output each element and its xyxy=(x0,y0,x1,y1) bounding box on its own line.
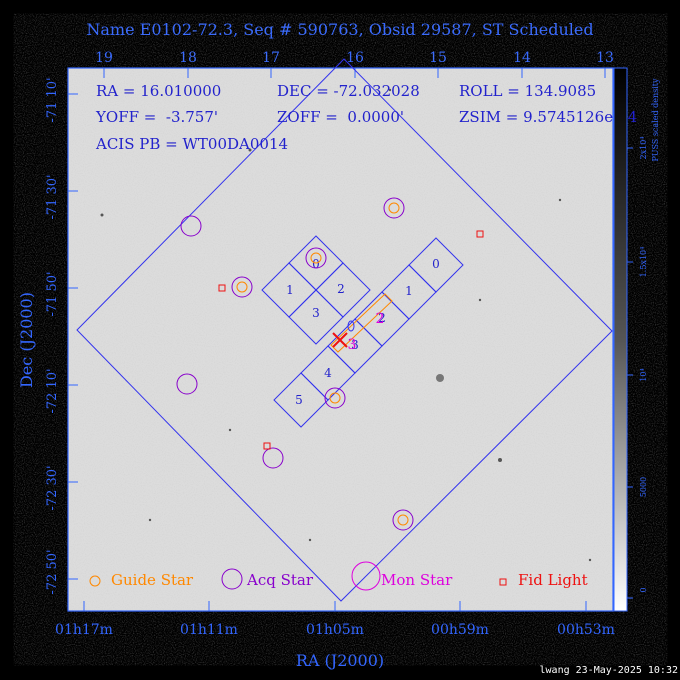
acq-star xyxy=(231,276,253,298)
chip-label: 5 xyxy=(295,393,303,407)
bottom-tick-label: 01h17m xyxy=(55,622,113,638)
footer-stamp: lwang 23-May-2025 10:32 xyxy=(540,665,678,676)
colorbar-tick-label: 5000 xyxy=(639,477,648,497)
top-tick-label: 13 xyxy=(596,50,614,66)
colorbar-tick-label: 10⁴ xyxy=(639,368,648,381)
legend-mon-symbol xyxy=(351,561,381,591)
acq-star xyxy=(262,447,284,469)
colorbar-tick-label: 0 xyxy=(639,587,648,592)
legend-acq-symbol xyxy=(221,568,243,590)
left-tick-label: -71 50' xyxy=(45,271,60,316)
legend-acq-label: Acq Star xyxy=(246,571,314,589)
info-acis: ACIS PB = WT00DA0014 xyxy=(95,135,288,153)
acq-stars xyxy=(176,197,414,531)
fid-light xyxy=(263,442,271,450)
info-zsim: ZSIM = 9.5745126e-04 xyxy=(459,108,637,126)
guide-star xyxy=(388,202,400,214)
acq-star xyxy=(324,387,346,409)
y-axis-label: Dec (J2000) xyxy=(17,292,36,388)
top-tick-label: 14 xyxy=(513,50,531,66)
chip-label: 0 xyxy=(432,257,440,271)
top-tick-label: 18 xyxy=(179,50,197,66)
top-tick-label: 16 xyxy=(346,50,364,66)
chip-label: 2 xyxy=(337,282,345,296)
left-tick-label: -72 50' xyxy=(45,549,60,594)
acq-star xyxy=(392,509,414,531)
colorbar xyxy=(614,68,627,611)
acq-star xyxy=(180,215,202,237)
guide-star xyxy=(310,252,322,264)
info-dec: DEC = -72.032028 xyxy=(277,82,420,100)
marker-label: 3 xyxy=(348,337,357,353)
aim-ellipse xyxy=(347,320,355,332)
acq-star xyxy=(383,197,405,219)
legend-guide-label: Guide Star xyxy=(111,571,194,589)
bottom-tick-label: 01h11m xyxy=(180,622,238,638)
marker-label: 2 xyxy=(376,311,385,327)
chip-label: 0 xyxy=(312,257,320,271)
chip-label: 3 xyxy=(312,306,320,320)
legend-mon-label: Mon Star xyxy=(381,571,453,589)
colorbar-tick-labels: 2x10⁴ 1.5x10⁴ 10⁴ 5000 0 xyxy=(639,137,648,593)
chip-label: 3 xyxy=(351,338,359,352)
left-tick-label: -72 10' xyxy=(45,368,60,413)
acis-chip xyxy=(273,372,329,428)
guide-star xyxy=(397,514,409,526)
chip-label: 4 xyxy=(324,366,332,380)
chip-label: 1 xyxy=(405,284,413,298)
colorbar-label: PUSS scaled density xyxy=(651,78,660,162)
guide-stars xyxy=(236,202,409,526)
left-tick-label: -71 30' xyxy=(45,174,60,219)
colorbar-tick-label: 1.5x10⁴ xyxy=(639,247,648,278)
fid-light xyxy=(218,284,226,292)
colorbar-frame xyxy=(613,67,628,612)
bottom-tick-label: 00h59m xyxy=(431,622,489,638)
legend: Guide Star Acq Star Mon Star Fid Light xyxy=(89,561,588,591)
info-yoff: YOFF = -3.757' xyxy=(95,108,218,126)
target-marker xyxy=(332,332,348,348)
top-tick-label: 19 xyxy=(95,50,113,66)
aim-strip xyxy=(330,293,393,353)
fid-light xyxy=(476,230,484,238)
chip-label: 1 xyxy=(286,283,294,297)
chip-labels: 0 1 2 3 0 1 2 3 4 5 xyxy=(286,257,440,407)
acis-i-chips xyxy=(261,235,371,345)
guide-star xyxy=(329,392,341,404)
colorbar-ticks xyxy=(627,147,633,599)
top-tick-label: 17 xyxy=(262,50,280,66)
x-axis-label: RA (J2000) xyxy=(296,651,384,670)
legend-fid-label: Fid Light xyxy=(518,571,588,589)
fid-lights xyxy=(218,230,484,450)
left-tick-labels: -71 10' -71 30' -71 50' -72 10' -72 30' … xyxy=(45,77,60,594)
info-zoff: ZOFF = 0.0000' xyxy=(277,108,404,126)
acq-star xyxy=(176,373,198,395)
bottom-tick-label: 00h53m xyxy=(557,622,615,638)
bottom-tick-label: 01h05m xyxy=(306,622,364,638)
info-block: RA = 16.010000 DEC = -72.032028 ROLL = 1… xyxy=(95,82,637,153)
left-tick-label: -71 10' xyxy=(45,77,60,122)
info-ra: RA = 16.010000 xyxy=(96,82,221,100)
acq-star xyxy=(305,247,327,269)
bottom-tick-labels: 01h17m 01h11m 01h05m 00h59m 00h53m xyxy=(55,622,615,638)
acis-chip xyxy=(261,262,317,318)
plot-frame xyxy=(67,67,614,612)
faint-stars xyxy=(100,88,592,562)
top-tick-label: 15 xyxy=(429,50,447,66)
plot-title: Name E0102-72.3, Seq # 590763, Obsid 295… xyxy=(86,20,593,39)
legend-guide-symbol xyxy=(89,575,101,587)
top-tick-labels: 19 18 17 16 15 14 13 xyxy=(95,50,614,66)
info-roll: ROLL = 134.9085 xyxy=(459,82,596,100)
legend-fid-symbol xyxy=(499,578,507,586)
guide-star xyxy=(236,281,248,293)
colorbar-tick-label: 2x10⁴ xyxy=(639,137,648,160)
fov-boundary xyxy=(76,58,613,602)
left-tick-label: -72 30' xyxy=(45,465,60,510)
chip-label: 2 xyxy=(378,311,386,325)
